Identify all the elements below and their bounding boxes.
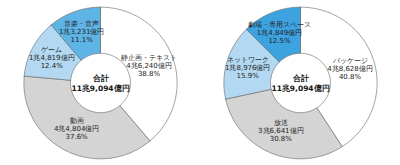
svg-text:音楽・音声1兆3,231億円11.1%: 音楽・音声1兆3,231億円11.1% [59, 20, 105, 44]
svg-text:ネットワーク1兆8,976億円15.9%: ネットワーク1兆8,976億円15.9% [225, 56, 270, 80]
svg-text:パッケージ4兆8,628億円40.8%: パッケージ4兆8,628億円40.8% [327, 57, 373, 81]
svg-text:合計11兆9,094億円: 合計11兆9,094億円 [71, 74, 129, 93]
svg-text:ゲーム1兆4,819億円12.4%: ゲーム1兆4,819億円12.4% [29, 46, 75, 70]
svg-text:動画4兆4,804億円37.6%: 動画4兆4,804億円37.6% [54, 117, 100, 141]
svg-text:合計11兆9,094億円: 合計11兆9,094億円 [271, 74, 329, 93]
svg-text:静止画・テキスト4兆6,240億円38.8%: 静止画・テキスト4兆6,240億円38.8% [121, 54, 177, 78]
svg-text:劇場・専用スペース1兆4,849億円12.5%: 劇場・専用スペース1兆4,849億円12.5% [248, 21, 311, 45]
svg-text:放送3兆6,641億円30.8%: 放送3兆6,641億円30.8% [258, 119, 304, 143]
